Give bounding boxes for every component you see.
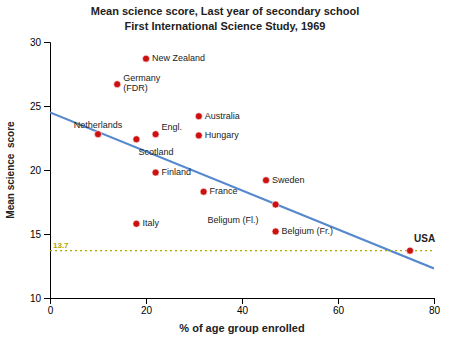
y-tick-label: 25 xyxy=(30,101,42,112)
marks xyxy=(50,55,434,268)
point-label: Hungary xyxy=(205,130,240,140)
x-tick-mark xyxy=(242,298,243,304)
x-axis-title: % of age group enrolled xyxy=(179,322,304,334)
y-tick-label: 30 xyxy=(30,37,42,48)
point-label: Australia xyxy=(205,111,240,121)
subtitle: First International Science Study, 1969 xyxy=(125,20,326,32)
y-axis-title: Mean science score xyxy=(5,121,16,219)
point xyxy=(272,201,279,208)
y-tick-mark xyxy=(44,234,50,235)
point xyxy=(195,132,202,139)
x-tick: 60 xyxy=(333,298,345,316)
y-tick-mark xyxy=(44,298,50,299)
y-axis: 10 15 20 25 30 xyxy=(30,37,51,304)
point-label: Scotland xyxy=(138,147,173,157)
point xyxy=(152,131,159,138)
y-tick: 10 xyxy=(30,293,50,304)
reference-line xyxy=(50,250,434,251)
plot: 0 20 40 60 80 10 15 20 25 30 New Zealand Germany(FD… xyxy=(30,37,441,316)
annotation: 13.7 xyxy=(53,241,69,250)
x-tick-label: 0 xyxy=(48,305,54,316)
x-tick-label: 40 xyxy=(237,305,249,316)
point xyxy=(263,177,270,184)
x-tick-label: 80 xyxy=(429,305,441,316)
x-tick: 20 xyxy=(141,298,153,316)
y-tick-label: 20 xyxy=(30,165,42,176)
x-tick: 0 xyxy=(48,298,54,316)
point-label: France xyxy=(210,186,238,196)
point-label: Germany(FDR) xyxy=(123,74,161,94)
y-tick: 15 xyxy=(30,229,50,240)
chart: Mean science score, Last year of seconda… xyxy=(0,0,450,338)
x-tick-mark xyxy=(434,298,435,304)
point-label: Sweden xyxy=(272,175,305,185)
point-label: Belgium (Fr.) xyxy=(282,226,334,236)
title-group: Mean science score, Last year of seconda… xyxy=(91,5,359,32)
y-tick: 30 xyxy=(30,37,50,48)
point-label: New Zealand xyxy=(152,53,205,63)
point xyxy=(407,247,414,254)
y-tick: 20 xyxy=(30,165,50,176)
x-axis: 0 20 40 60 80 xyxy=(48,298,441,316)
point-label: Beligum (Fl.) xyxy=(208,215,259,225)
point xyxy=(195,113,202,120)
y-tick-label: 15 xyxy=(30,229,42,240)
y-tick-mark xyxy=(44,42,50,43)
y-axis-line xyxy=(44,43,51,299)
point-label: USA xyxy=(414,233,435,244)
point xyxy=(133,220,140,227)
point xyxy=(133,136,140,143)
trend-line xyxy=(50,112,434,268)
x-axis-line xyxy=(51,299,435,305)
point xyxy=(272,228,279,235)
point-label: Finland xyxy=(162,167,192,177)
x-tick-mark xyxy=(146,298,147,304)
point-label: Italy xyxy=(142,218,159,228)
point xyxy=(95,131,102,138)
point-label: Netherlands xyxy=(74,120,123,130)
point xyxy=(114,81,121,88)
y-tick-mark xyxy=(44,170,50,171)
title: Mean science score, Last year of seconda… xyxy=(91,5,359,17)
x-tick: 80 xyxy=(429,298,441,316)
x-tick-mark xyxy=(338,298,339,304)
y-tick-mark xyxy=(44,106,50,107)
labels: New Zealand Germany(FDR) Australia Hungary E… xyxy=(53,53,435,250)
point xyxy=(143,55,150,62)
y-tick-label: 10 xyxy=(30,293,42,304)
point xyxy=(152,169,159,176)
x-tick-label: 20 xyxy=(141,305,153,316)
x-tick-label: 60 xyxy=(333,305,345,316)
point xyxy=(200,188,207,195)
y-tick: 25 xyxy=(30,101,50,112)
x-tick: 40 xyxy=(237,298,249,316)
point-label: Engl. xyxy=(162,122,183,132)
